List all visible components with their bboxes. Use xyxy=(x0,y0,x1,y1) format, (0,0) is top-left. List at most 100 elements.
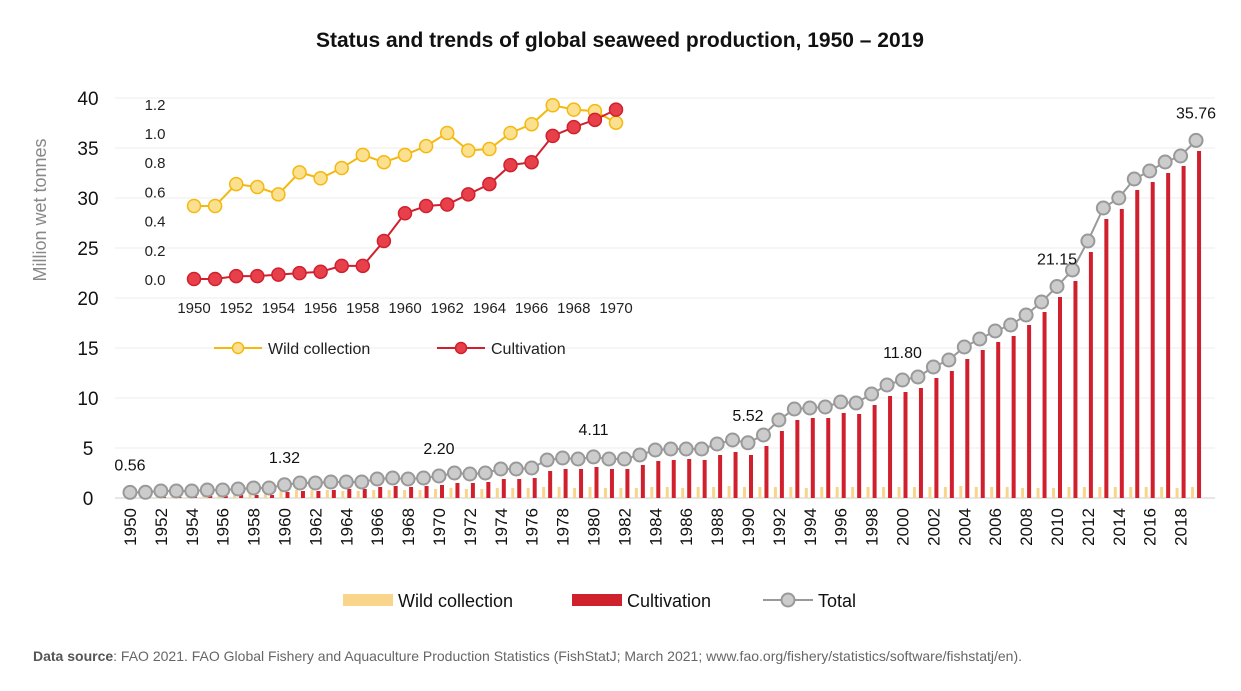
bar-cultivation xyxy=(980,350,985,498)
total-point xyxy=(802,400,818,416)
inset-wild-point xyxy=(608,115,624,131)
total-point xyxy=(230,481,246,497)
bar-wild-collection xyxy=(758,487,762,498)
bar-cultivation xyxy=(1088,252,1093,498)
inset-x-tick-label: 1962 xyxy=(431,300,464,317)
inset-cultivation-point xyxy=(334,258,349,274)
inset-legend-cultivation-marker xyxy=(454,341,468,355)
total-point xyxy=(833,394,849,410)
x-tick-label: 2010 xyxy=(1048,508,1067,546)
bar-cultivation xyxy=(1197,151,1202,498)
inset-cultivation-point xyxy=(524,154,539,170)
inset-cultivation-point xyxy=(313,264,328,279)
x-tick-label: 2012 xyxy=(1079,508,1098,546)
y-tick-label: 40 xyxy=(77,89,98,110)
main-legend: Wild collection Cultivation Total xyxy=(343,591,856,611)
x-tick-label: 1988 xyxy=(708,508,727,546)
bar-cultivation xyxy=(239,495,244,498)
bar-wild-collection xyxy=(356,491,360,498)
total-point xyxy=(864,386,880,402)
inset-cultivation-point xyxy=(397,206,413,221)
bar-cultivation xyxy=(517,479,522,498)
bar-cultivation xyxy=(949,371,954,498)
data-source-text: : FAO 2021. FAO Global Fishery and Aquac… xyxy=(113,648,1022,664)
bar-wild-collection xyxy=(495,488,499,498)
x-tick-label: 1992 xyxy=(770,508,789,546)
x-tick-label: 1972 xyxy=(461,508,480,546)
bar-cultivation xyxy=(918,388,923,498)
inset-x-tick-label: 1958 xyxy=(346,300,379,317)
bar-cultivation xyxy=(810,418,815,498)
total-point xyxy=(740,435,756,451)
bar-wild-collection xyxy=(573,488,577,498)
bar-wild-collection xyxy=(1082,487,1086,498)
total-point xyxy=(1018,307,1034,323)
data-source-note: Data source: FAO 2021. FAO Global Fisher… xyxy=(33,648,1022,664)
inset-wild-point xyxy=(461,143,476,158)
x-tick-label: 1968 xyxy=(399,508,418,546)
total-point xyxy=(416,470,432,486)
x-tick-label: 1970 xyxy=(430,508,449,546)
x-tick-label: 1990 xyxy=(739,508,758,546)
bar-wild-collection xyxy=(866,487,870,498)
bar-wild-collection xyxy=(387,490,391,498)
inset-y-tick-label: 1.2 xyxy=(145,97,166,114)
bar-wild-collection xyxy=(743,487,746,498)
bar-cultivation xyxy=(532,478,537,498)
x-tick-label: 2014 xyxy=(1110,508,1129,546)
bar-wild-collection xyxy=(990,487,994,498)
bar-wild-collection xyxy=(804,488,808,498)
gridlines xyxy=(115,97,1215,499)
inset-cultivation-point xyxy=(439,197,455,212)
inset-cultivation-point xyxy=(608,102,624,117)
inset-wild-point xyxy=(439,125,455,141)
bar-wild-collection xyxy=(1144,487,1148,498)
inset-cultivation-point xyxy=(461,187,476,202)
inset-wild-point xyxy=(482,141,497,157)
x-tick-label: 1966 xyxy=(368,508,387,546)
x-tick-label: 2004 xyxy=(955,508,974,546)
x-tick-label: 1998 xyxy=(863,508,882,546)
x-tick-label: 1950 xyxy=(121,508,140,546)
bar-wild-collection xyxy=(650,487,654,498)
bar-cultivation xyxy=(470,483,475,498)
inset-cultivation-point xyxy=(418,198,434,214)
inset-cultivation-point xyxy=(250,268,265,284)
bar-wild-collection xyxy=(789,487,793,498)
bar-wild-collection xyxy=(696,487,700,498)
total-point xyxy=(1126,171,1142,187)
bar-wild-collection xyxy=(511,488,515,498)
inset-wild-point xyxy=(397,147,413,163)
total-point xyxy=(925,359,941,375)
total-point xyxy=(1064,262,1080,278)
bar-wild-collection xyxy=(464,489,468,498)
bar-wild-collection xyxy=(434,489,437,498)
bar-wild-collection xyxy=(418,490,422,498)
x-tick-label: 1956 xyxy=(214,508,233,546)
bar-wild-collection xyxy=(619,488,623,498)
total-point xyxy=(400,471,416,487)
bar-cultivation xyxy=(1150,182,1155,498)
total-point xyxy=(771,412,787,428)
total-point xyxy=(493,461,509,477)
total-point xyxy=(1080,233,1096,249)
total-point xyxy=(725,432,741,448)
bar-wild-collection xyxy=(634,488,638,498)
y-tick-label: 30 xyxy=(77,189,98,210)
x-tick-label: 1996 xyxy=(832,508,851,546)
total-point xyxy=(1142,163,1158,179)
bar-cultivation xyxy=(563,469,568,498)
inset-wild-point xyxy=(271,187,286,202)
total-point xyxy=(215,482,231,498)
legend-wild-text: Wild collection xyxy=(398,591,513,611)
total-point xyxy=(524,460,540,476)
x-tick-label: 1974 xyxy=(492,508,511,546)
bar-cultivation xyxy=(888,396,893,498)
bar-cultivation xyxy=(872,405,877,498)
total-point xyxy=(570,451,586,467)
bar-wild-collection xyxy=(1191,487,1195,498)
inset-x-tick-label: 1968 xyxy=(557,300,590,317)
inset-cultivation-point xyxy=(587,112,603,128)
bar-cultivation xyxy=(656,461,661,498)
x-tick-label: 1994 xyxy=(801,508,820,546)
